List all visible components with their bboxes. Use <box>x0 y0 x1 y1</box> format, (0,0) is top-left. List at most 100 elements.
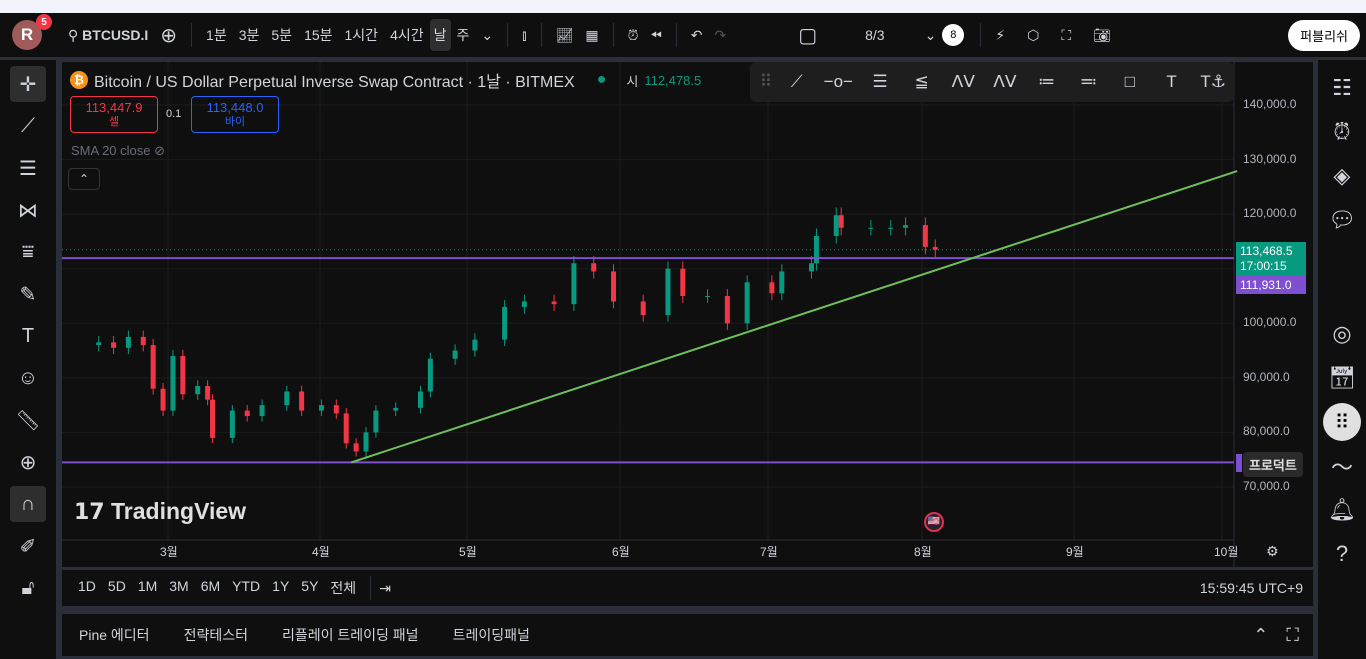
lock-drawings-icon[interactable]: ✐ <box>19 535 37 558</box>
candle-body <box>373 410 379 433</box>
magnet-icon[interactable]: ∩ <box>10 486 46 522</box>
layers-icon[interactable]: ◈ <box>1333 163 1351 188</box>
hotlist-icon[interactable]: ◎ <box>1332 321 1352 346</box>
bottom-tab[interactable]: 트레이딩패널 <box>452 627 530 643</box>
range-6m[interactable]: 6M <box>200 578 221 594</box>
templates-icon[interactable]: ▦ <box>585 26 599 43</box>
clock[interactable]: 15:59:45 UTC+9 <box>1199 580 1303 596</box>
fullscreen-icon[interactable]: ⛶ <box>1061 26 1072 43</box>
interval-15m[interactable]: 15분 <box>304 27 333 43</box>
text-tool-icon[interactable]: T <box>21 324 35 347</box>
candle-body <box>724 295 730 324</box>
bottom-tab[interactable]: Pine 에디터 <box>79 627 150 643</box>
bottom-tab[interactable]: 리플레이 트레이딩 패널 <box>281 627 419 643</box>
calendar-icon[interactable]: 📅︎ <box>1328 365 1356 390</box>
candle-body <box>96 342 102 346</box>
rectangle-icon[interactable]: □ <box>1124 72 1136 91</box>
range-1m[interactable]: 1M <box>137 578 158 594</box>
range-전체[interactable]: 전체 <box>330 580 357 596</box>
publish-button[interactable]: 퍼블리쉬 <box>1288 19 1360 51</box>
layout-name[interactable]: 8/3 <box>865 27 885 43</box>
range-5d[interactable]: 5D <box>107 578 126 594</box>
zoom-icon[interactable]: ⊕ <box>19 451 37 474</box>
line-tool-icon[interactable]: ⟋ <box>790 72 803 91</box>
add-symbol-icon[interactable]: ⊕ <box>160 24 178 47</box>
interval-1m[interactable]: 1분 <box>206 27 227 43</box>
chart-pane[interactable] <box>62 62 1313 567</box>
products-icon[interactable]: ⠿ <box>1318 400 1366 444</box>
chat-icon[interactable]: 💬︎ <box>1328 207 1356 232</box>
fib-tool-icon[interactable]: ☰ <box>19 157 37 180</box>
open-label: 시 <box>626 73 639 89</box>
candle-body <box>170 356 176 411</box>
range-1y[interactable]: 1Y <box>272 578 290 594</box>
indicator-legend[interactable]: SMA 20 close ⊘ <box>71 143 165 159</box>
alert-icon[interactable]: ⏰︎ <box>627 26 639 43</box>
symbol-search[interactable]: ⚲ BTCUSD.I <box>68 26 149 43</box>
anchored-text-icon[interactable]: T⚓︎ <box>1200 72 1227 91</box>
abc-pattern-icon[interactable]: ᐱᐯ <box>993 72 1017 91</box>
bottom-tab[interactable]: 전략테스터 <box>183 627 248 643</box>
camera-icon[interactable]: 📷︎ <box>1093 26 1111 43</box>
candle-body <box>521 301 527 307</box>
range-ytd[interactable]: YTD <box>232 578 261 594</box>
range-1d[interactable]: 1D <box>78 578 96 594</box>
candles-icon[interactable]: ⫾ <box>522 26 527 43</box>
chart-settings-icon[interactable]: ⚙ <box>1266 543 1279 559</box>
interval-5m[interactable]: 5분 <box>271 27 293 43</box>
indicators-icon[interactable]: 📈︎ <box>555 26 574 43</box>
help-icon[interactable]: ? <box>1335 541 1349 566</box>
layout-chevron-icon[interactable]: ⌄ <box>924 26 937 43</box>
drag-handle-icon[interactable]: ⠿ <box>759 72 773 91</box>
candle-body <box>363 432 369 452</box>
redo-icon[interactable]: ↷ <box>714 26 727 43</box>
watchlist-icon[interactable]: ☷ <box>1332 75 1352 100</box>
goto-date-icon[interactable]: ⇥ <box>379 579 391 596</box>
us-event-flag-icon[interactable]: 🇺🇸 <box>924 512 944 532</box>
brush-icon[interactable]: ✎ <box>19 283 37 306</box>
elliott-wave-icon[interactable]: ᐱᐯ <box>951 72 975 91</box>
text-icon[interactable]: T <box>1166 72 1177 91</box>
long-position-icon[interactable]: ≔ <box>1038 72 1056 91</box>
range-3m[interactable]: 3M <box>169 578 189 594</box>
hidden-eye-icon[interactable]: ⊘ <box>154 143 166 158</box>
collapse-panel-icon[interactable]: ⌃ <box>1253 624 1269 645</box>
short-position-icon[interactable]: ≕ <box>1079 72 1097 91</box>
crosshair-icon[interactable]: ✛ <box>10 66 46 102</box>
chevron-down-icon[interactable]: ⌄ <box>481 26 494 43</box>
interval-4h[interactable]: 4시간 <box>390 27 424 43</box>
notifications-icon[interactable]: 🔔︎ <box>1328 497 1356 522</box>
unlock-icon[interactable]: 🔓︎ <box>21 576 35 599</box>
last-price: 113,468.5 <box>1240 244 1293 258</box>
undo-icon[interactable]: ↶ <box>690 26 703 43</box>
maximize-panel-icon[interactable]: ⛶ <box>1286 624 1299 645</box>
stream-icon[interactable]: 〜 <box>1330 455 1353 480</box>
pattern-tool-icon[interactable]: ⋈ <box>18 199 38 222</box>
fib-retracement-icon[interactable]: ≦ <box>914 72 929 91</box>
interval-1h[interactable]: 1시간 <box>344 27 379 43</box>
collapse-legend-button[interactable]: ⌃ <box>68 168 100 190</box>
interval-week[interactable]: 주 <box>456 27 470 43</box>
alerts-icon[interactable]: ⏰︎ <box>1333 119 1351 144</box>
layout-count[interactable]: 8 <box>942 24 965 46</box>
ruler-icon[interactable]: 📏︎ <box>15 409 41 432</box>
interval-3m[interactable]: 3분 <box>238 27 260 43</box>
buy-button[interactable]: 113,448.0 바이 <box>191 96 279 133</box>
emoji-icon[interactable]: ☺ <box>17 366 39 389</box>
interval-day[interactable]: 날 <box>429 19 451 51</box>
settings-icon[interactable]: ⬡ <box>1027 26 1040 43</box>
price-chart[interactable] <box>62 62 1313 567</box>
notification-badge: 5 <box>36 14 52 30</box>
horizontal-ray-icon[interactable]: −o− <box>823 72 853 91</box>
quick-search-icon[interactable]: ⚡︎ <box>995 26 1006 43</box>
candle-body <box>343 413 349 444</box>
avatar-letter: R <box>20 25 34 44</box>
layout-icon[interactable]: ▢ <box>798 24 818 47</box>
range-5y[interactable]: 5Y <box>301 578 319 594</box>
prediction-tool-icon[interactable]: ⩸ <box>21 240 35 263</box>
trendline-tool-icon[interactable]: ⟋ <box>21 114 35 137</box>
parallel-channel-icon[interactable]: ☰ <box>872 72 888 91</box>
replay-icon[interactable]: ⏪︎ <box>650 26 662 43</box>
sell-button[interactable]: 113,447.9 셀 <box>70 96 158 133</box>
